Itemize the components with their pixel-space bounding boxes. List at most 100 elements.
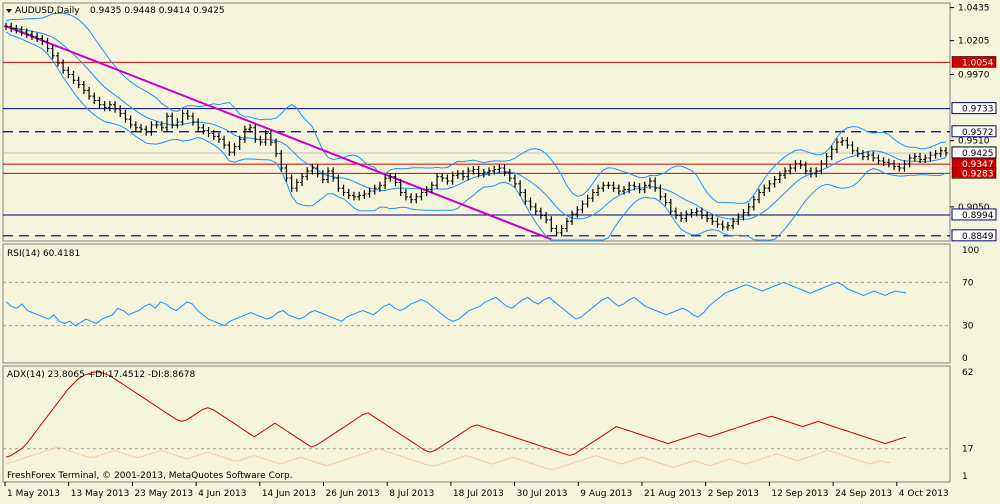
ohlc-bar xyxy=(185,109,190,120)
ohlc-bar xyxy=(601,181,606,192)
ohlc-bar xyxy=(819,160,824,175)
ohlc-bar xyxy=(834,138,839,153)
ohlc-bar xyxy=(715,217,720,228)
ohlc-bar xyxy=(196,118,201,132)
ohlc-bar xyxy=(860,150,865,161)
ohlc-bar xyxy=(367,187,372,198)
ohlc-bar xyxy=(497,164,502,174)
ohlc-bar xyxy=(325,167,330,184)
ohlc-bar xyxy=(409,193,414,204)
trendline xyxy=(5,25,552,241)
ohlc-bar xyxy=(139,124,144,133)
ohlc-bar xyxy=(840,137,845,146)
ohlc-bar xyxy=(414,193,419,204)
ohlc-bar xyxy=(668,198,673,215)
time-tick-label: 13 May 2013 xyxy=(71,489,130,499)
time-tick-label: 4 Oct 2013 xyxy=(899,489,949,499)
adx-panel: 62 17 1 xyxy=(3,368,973,482)
ohlc-bar xyxy=(933,150,938,159)
ohlc-bar xyxy=(673,207,678,220)
ohlc-bar xyxy=(585,194,590,208)
rsi-tick-label: 0 xyxy=(962,354,968,364)
ohlc-bar xyxy=(777,171,782,184)
ohlc-bar xyxy=(107,101,112,112)
ohlc-bar xyxy=(159,121,164,132)
ohlc-bar xyxy=(336,174,341,192)
ohlc-bar xyxy=(824,152,829,168)
ohlc-bar xyxy=(346,188,351,199)
ohlc-bar xyxy=(523,188,528,205)
ohlc-bar xyxy=(310,164,315,175)
rsi-line xyxy=(5,281,907,327)
ohlc-bar xyxy=(180,109,185,126)
level-label-box xyxy=(951,56,997,68)
ohlc-bar xyxy=(938,147,943,158)
ohlc-bar xyxy=(892,160,897,171)
ohlc-bar xyxy=(902,160,907,172)
ohlc-bar xyxy=(45,37,50,53)
ohlc-bar xyxy=(164,112,169,132)
ohlc-bar xyxy=(201,124,206,135)
ohlc-bar xyxy=(424,186,429,197)
ohlc-bar xyxy=(398,178,403,197)
ohlc-bar xyxy=(29,30,34,40)
ohlc-bar xyxy=(320,170,325,184)
ohlc-bar xyxy=(118,105,123,117)
ohlc-bar xyxy=(305,167,310,181)
rsi-panel: 100 70 30 0 xyxy=(3,246,979,364)
time-tick-label: 9 Aug 2013 xyxy=(580,489,632,499)
ohlc-bar xyxy=(92,92,97,105)
ohlc-bar xyxy=(35,32,40,43)
ohlc-bar xyxy=(502,164,507,176)
ohlc-bar xyxy=(377,181,382,192)
price-panel-frame xyxy=(2,2,951,242)
ohlc-bar xyxy=(720,220,725,231)
level-label: 0.9572 xyxy=(962,128,994,138)
time-tick-label: 23 May 2013 xyxy=(134,489,193,499)
level-label-box xyxy=(951,208,997,221)
ohlc-bar xyxy=(533,203,538,215)
ohlc-bar xyxy=(476,165,481,178)
ohlc-bar xyxy=(699,207,704,220)
ohlc-bar xyxy=(725,222,730,231)
ohlc-bar xyxy=(866,151,871,161)
ohlc-bar xyxy=(622,186,627,195)
ohlc-bar xyxy=(419,188,424,201)
time-tick-label: 1 May 2013 xyxy=(7,489,60,499)
rsi-panel-frame xyxy=(2,243,951,364)
time-tick-label: 26 Jun 2013 xyxy=(326,489,380,499)
ohlc-bar xyxy=(445,174,450,185)
ohlc-bar xyxy=(580,200,585,214)
ohlc-bar xyxy=(528,197,533,211)
time-tick-label: 30 Jul 2013 xyxy=(517,489,568,499)
adx-panel-frame xyxy=(2,365,951,483)
ohlc-bar xyxy=(632,181,637,191)
price-axis: 1.0435 1.0205 0.9970 0.9510 0.9050 1.0054 0.97… xyxy=(950,4,997,242)
ohlc-bar xyxy=(689,209,694,218)
ohlc-bar xyxy=(590,188,595,202)
ohlc-bar xyxy=(772,175,777,188)
ohlc-bar xyxy=(289,174,294,192)
adx-tick-label: 17 xyxy=(962,445,973,455)
band-upper-line xyxy=(5,12,947,204)
ohlc-bar xyxy=(393,173,398,187)
ohlc-bar xyxy=(388,173,393,182)
ohlc-bar xyxy=(559,224,564,237)
ohlc-bar xyxy=(679,211,684,223)
ohlc-bar xyxy=(357,191,362,201)
ohlc-bar xyxy=(461,170,466,181)
ohlc-bar xyxy=(14,24,19,34)
ohlc-bar xyxy=(50,45,55,60)
dropdown-arrow-icon[interactable] xyxy=(6,9,12,13)
ohlc-bar xyxy=(383,174,388,189)
ohlc-bar xyxy=(248,124,253,133)
ohlc-bar xyxy=(123,109,128,123)
ohlc-bar xyxy=(507,168,512,182)
ohlc-bar xyxy=(237,135,242,151)
di-line xyxy=(5,446,891,470)
ohlc-bar xyxy=(486,167,491,176)
time-tick-label: 4 Jun 2013 xyxy=(198,489,246,499)
ohlc-bar xyxy=(144,125,149,136)
